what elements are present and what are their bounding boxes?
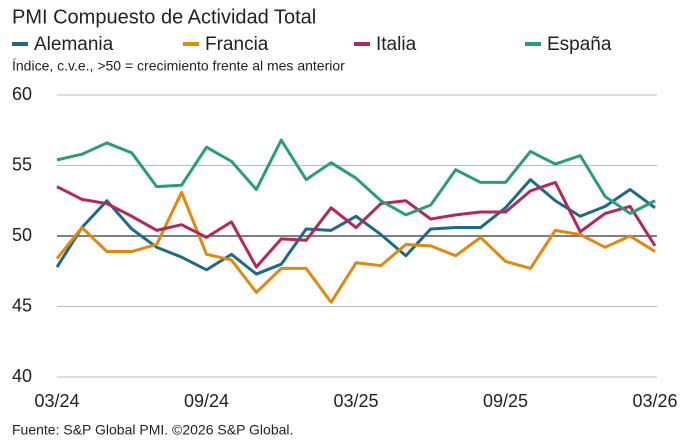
x-tick-label: 03/25 xyxy=(333,391,378,411)
y-tick-label: 60 xyxy=(12,84,32,104)
legend-label: Alemania xyxy=(34,34,114,55)
series-line xyxy=(56,180,657,269)
y-tick-label: 40 xyxy=(12,366,32,386)
chart-title: PMI Compuesto de Actividad Total xyxy=(12,6,316,28)
y-tick-label: 45 xyxy=(12,295,32,315)
y-tick-label: 55 xyxy=(12,154,32,174)
source: Fuente: S&P Global PMI. ©2026 S&P Global… xyxy=(12,422,293,438)
series-line xyxy=(55,190,656,304)
x-tick-label: 09/24 xyxy=(184,391,229,411)
chart-subtitle: Índice, c.v.e., >50 = crecimiento frente… xyxy=(12,58,345,74)
legend-label: España xyxy=(547,34,612,55)
legend-label: Francia xyxy=(205,34,269,55)
series-line xyxy=(56,138,656,217)
legend-label: Italia xyxy=(376,34,417,55)
series-line xyxy=(55,178,656,276)
x-tick-label: 09/25 xyxy=(483,391,528,411)
x-tick-label: 03/26 xyxy=(632,391,677,411)
y-tick-label: 50 xyxy=(12,225,32,245)
x-tick-label: 03/24 xyxy=(34,391,79,411)
